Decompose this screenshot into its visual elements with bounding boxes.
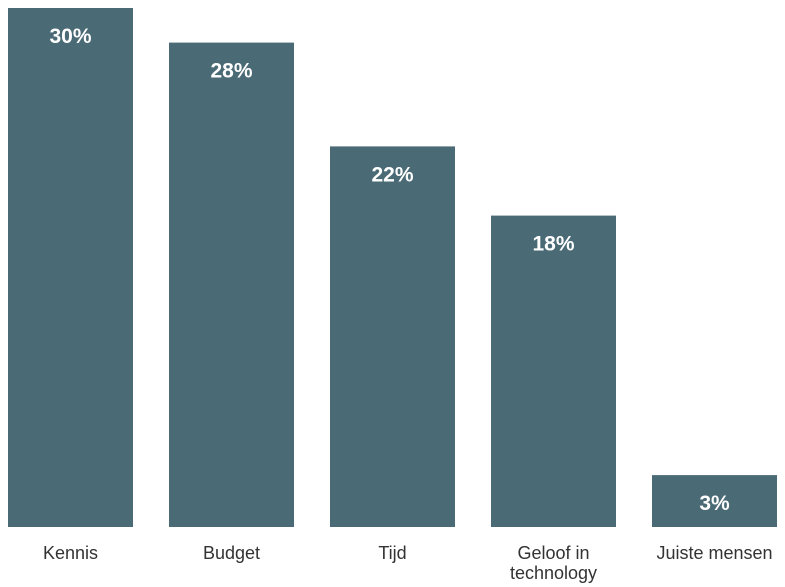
bar-3 [491,215,616,527]
data-label-3: 18% [532,233,574,256]
bar-1 [169,42,294,527]
bars-group [8,8,777,527]
bar-2 [330,146,455,527]
bar-0 [8,8,133,527]
category-label-2: Tijd [378,543,406,563]
data-label-1: 28% [210,60,252,83]
category-labels-group: Kennis Budget Tijd Geloof in technology Juist… [43,543,773,583]
category-label-3: Geloof in technology [510,543,597,583]
category-label-line: Geloof in [517,543,589,563]
data-label-0: 30% [49,25,91,48]
category-label-line: Tijd [378,543,406,563]
data-label-2: 22% [371,163,413,186]
data-label-4: 3% [699,492,730,515]
category-label-1: Budget [203,543,260,563]
category-label-4: Juiste mensen [656,543,772,563]
data-labels-group: 30% 28% 22% 18% 3% [49,25,730,515]
bar-4 [652,475,777,527]
category-label-line: technology [510,563,597,583]
category-label-line: Kennis [43,543,98,563]
category-label-line: Juiste mensen [656,543,772,563]
category-label-line: Budget [203,543,260,563]
category-label-0: Kennis [43,543,98,563]
